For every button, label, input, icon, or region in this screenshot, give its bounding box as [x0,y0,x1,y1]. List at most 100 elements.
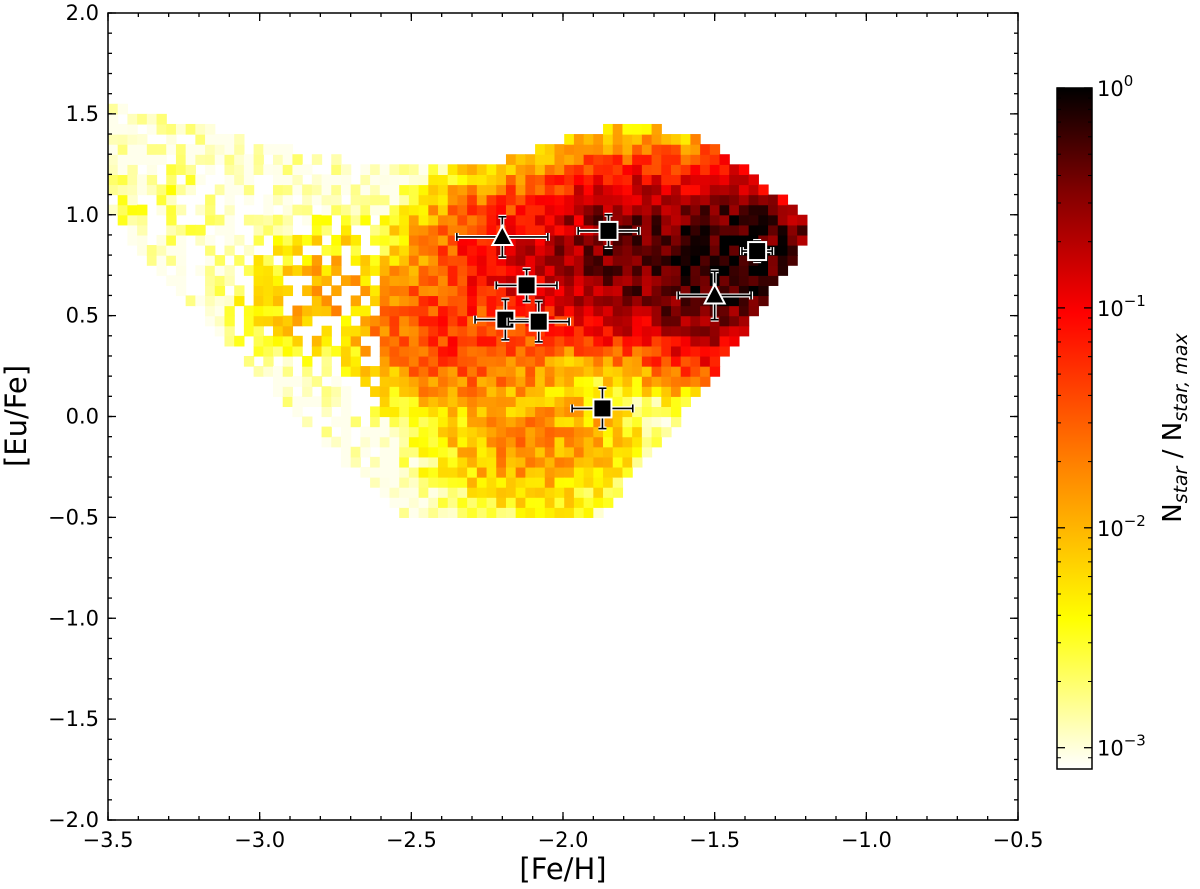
heatmap-cell [622,376,633,387]
heatmap-cell [486,305,497,317]
heatmap-cell [156,113,167,125]
heatmap-cell [292,315,303,327]
heatmap-cell [738,255,750,266]
heatmap-cell [127,174,138,186]
heatmap-cell [573,426,585,438]
heatmap-cell [738,214,750,226]
heatmap-cell [573,507,585,518]
heatmap-cell [729,295,740,307]
heatmap-cell [146,144,158,155]
heatmap-cell [690,204,701,216]
heatmap-cell [399,245,410,256]
heatmap-cell [564,154,575,165]
heatmap-cell [108,184,119,196]
heatmap-cell [719,325,730,337]
heatmap-cell [457,366,468,377]
heatmap-cell [467,345,478,357]
heatmap-cell [321,194,332,206]
heatmap-cell [331,154,342,165]
heatmap-cell [709,245,721,256]
heatmap-cell [234,295,245,307]
heatmap-cell [661,366,672,377]
heatmap-cell [535,194,546,206]
heatmap-cell [535,285,546,297]
heatmap-cell [777,245,789,256]
heatmap-cell [331,396,342,408]
heatmap-cell [496,174,507,186]
heatmap-cell [593,295,604,307]
heatmap-cell [282,154,294,165]
heatmap-cell [253,345,264,357]
heatmap-cell [321,396,332,408]
heatmap-cell [224,295,235,307]
heatmap-cell [564,285,575,297]
heatmap-cell [195,234,206,246]
heatmap-cell [360,255,371,266]
heatmap-cell [593,416,604,428]
heatmap-cell [438,446,449,458]
heatmap-cell [700,245,711,256]
heatmap-cell [661,416,672,428]
heatmap-cell [243,184,255,196]
heatmap-cell [175,154,187,165]
heatmap-cell [350,335,361,347]
heatmap-cell [302,214,313,226]
heatmap-cell [476,386,488,397]
x-tick-label: −1.5 [689,828,740,852]
heatmap-cell [389,345,400,357]
heatmap-cell [486,487,497,498]
heatmap-cell [719,335,730,347]
heatmap-cell [370,184,381,196]
heatmap-cell [418,396,429,408]
heatmap-cell [612,194,624,206]
heatmap-cell [476,446,488,458]
heatmap-cell [467,305,478,317]
heatmap-cell [428,477,439,488]
heatmap-cell [505,335,517,347]
heatmap-cell [302,265,313,276]
heatmap-cell [418,335,429,347]
heatmap-cell [457,466,468,478]
heatmap-cell [340,214,352,226]
heatmap-cell [340,406,352,418]
heatmap-cell [535,466,546,478]
heatmap-cell [593,477,604,488]
heatmap-cell [399,366,410,377]
heatmap-cell [564,456,575,468]
heatmap-cell [583,446,594,458]
heatmap-cell [700,174,711,186]
heatmap-cell [428,335,439,347]
heatmap-cell [399,255,410,266]
heatmap-cell [282,355,294,367]
heatmap-cell [302,396,313,408]
heatmap-cell [544,406,556,418]
heatmap-cell [457,416,468,428]
heatmap-cell [350,305,361,317]
heatmap-cell [486,245,497,256]
heatmap-cell [496,507,507,518]
heatmap-cell [661,305,672,317]
heatmap-cell [340,234,352,246]
heatmap-cell [467,265,478,276]
heatmap-cell [554,436,565,448]
heatmap-cell [137,134,148,145]
heatmap-cell [748,204,759,216]
heatmap-cell [651,245,662,256]
heatmap-cell [137,184,148,196]
heatmap-cell [224,315,235,327]
heatmap-cell [428,194,439,206]
heatmap-cell [438,436,449,448]
heatmap-cell [535,214,546,226]
heatmap-cell [379,436,391,448]
heatmap-cell [205,234,216,246]
heatmap-cell [738,275,750,286]
heatmap-cell [709,325,721,337]
heatmap-cell [447,345,459,357]
heatmap-cell [651,376,662,387]
heatmap-cell [690,245,701,256]
heatmap-cell [127,204,138,216]
heatmap-cell [748,184,759,196]
heatmap-cell [661,376,672,387]
heatmap-cell [467,477,478,488]
heatmap-cell [370,234,381,246]
